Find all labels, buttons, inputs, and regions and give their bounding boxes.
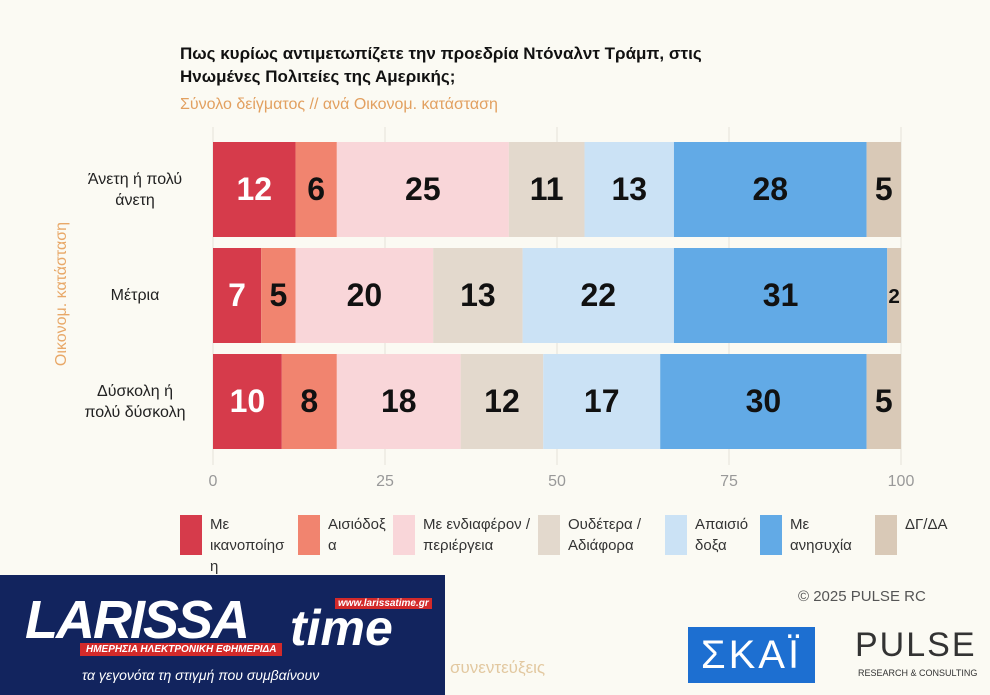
x-tick-label: 50: [548, 473, 566, 490]
data-label: 5: [875, 171, 893, 207]
bar: [887, 248, 901, 343]
larissa-logo: LARISSA time www.larissatime.gr ΗΜΕΡΗΣΙΑ…: [0, 575, 445, 695]
pulse-logo: PULSE: [855, 626, 977, 664]
bar: [295, 142, 337, 237]
data-label: 28: [752, 171, 788, 207]
x-tick-label: 75: [720, 473, 738, 490]
logo-text: LARISSA: [25, 590, 250, 650]
bar: [213, 248, 262, 343]
logo-text: time: [290, 600, 393, 656]
legend-swatch: [180, 515, 202, 555]
legend-swatch: [393, 515, 415, 555]
bar: [433, 248, 523, 343]
legend-label: Με ενδιαφέρον / περιέργεια: [423, 516, 531, 554]
data-label: 18: [381, 383, 417, 419]
logo-tag: ΗΜΕΡΗΣΙΑ ΗΛΕΚΤΡΟΝΙΚΗ ΕΦΗΜΕΡΙΔΑ: [80, 643, 283, 656]
data-label: 12: [484, 383, 520, 419]
bar: [508, 142, 585, 237]
logo-url: www.larissatime.gr: [335, 598, 432, 609]
data-label: 31: [763, 277, 799, 313]
data-label: 30: [746, 383, 782, 419]
logo-slogan: τα γεγονότα τη στιγμή που συμβαίνουν: [82, 667, 320, 683]
x-tick-label: 0: [209, 473, 218, 490]
data-label: 2: [888, 285, 899, 308]
legend-label: Με ικανοποίηση: [210, 516, 285, 575]
legend-swatch: [538, 515, 560, 555]
y-tick-label: Δύσκολη ή πολύ δύσκολη: [84, 382, 186, 421]
chart-title: Πως κυρίως αντιμετωπίζετε την προεδρία Ν…: [180, 44, 702, 86]
data-label: 22: [580, 277, 616, 313]
bar: [460, 354, 544, 449]
data-label: 25: [405, 171, 441, 207]
bar: [213, 354, 282, 449]
data-label: 20: [347, 277, 383, 313]
data-label: 5: [875, 383, 893, 419]
credit: © 2025 PULSE RC: [798, 588, 926, 605]
data-label: 11: [530, 171, 564, 207]
legend-label: Αισιόδοξα: [328, 516, 386, 554]
data-label: 6: [307, 171, 325, 207]
bar: [673, 248, 888, 343]
bar: [673, 142, 867, 237]
legend-swatch: [760, 515, 782, 555]
bar: [281, 354, 337, 449]
bar: [336, 354, 461, 449]
pulse-sub: RESEARCH & CONSULTING: [858, 668, 978, 678]
y-tick-label: Άνετη ή πολύ άνετη: [87, 170, 183, 209]
bar: [522, 248, 674, 343]
bar: [295, 248, 434, 343]
x-tick-label: 25: [376, 473, 394, 490]
legend-label: ΔΓ/ΔΑ: [905, 516, 948, 533]
data-label: 10: [230, 383, 266, 419]
bar: [336, 142, 509, 237]
data-label: 12: [236, 171, 272, 207]
x-tick-label: 100: [888, 473, 915, 490]
skai-logo: ΣΚΑΪ: [688, 627, 815, 683]
data-label: 13: [611, 171, 647, 207]
partial-text: συνεντεύξεις: [450, 658, 546, 677]
y-axis-label: Οικονομ. κατάσταση: [53, 221, 70, 367]
legend-swatch: [875, 515, 897, 555]
legend-label: Απαισιόδοξα: [695, 516, 749, 554]
data-label: 7: [228, 277, 246, 313]
y-tick-label: Μέτρια: [110, 287, 160, 304]
data-label: 5: [269, 277, 287, 313]
legend-swatch: [665, 515, 687, 555]
bar: [660, 354, 867, 449]
bar: [213, 142, 296, 237]
legend-swatch: [298, 515, 320, 555]
bar: [543, 354, 661, 449]
data-label: 8: [300, 383, 318, 419]
data-label: 17: [584, 383, 620, 419]
bar: [866, 142, 901, 237]
legend-label: Ουδέτερα / Αδιάφορα: [568, 516, 642, 554]
bar: [866, 354, 901, 449]
legend-label: Με ανησυχία: [790, 516, 852, 554]
data-label: 13: [460, 277, 496, 313]
bar: [261, 248, 296, 343]
bar: [584, 142, 674, 237]
chart-subtitle: Σύνολο δείγματος // ανά Οικονομ. κατάστα…: [180, 96, 498, 113]
